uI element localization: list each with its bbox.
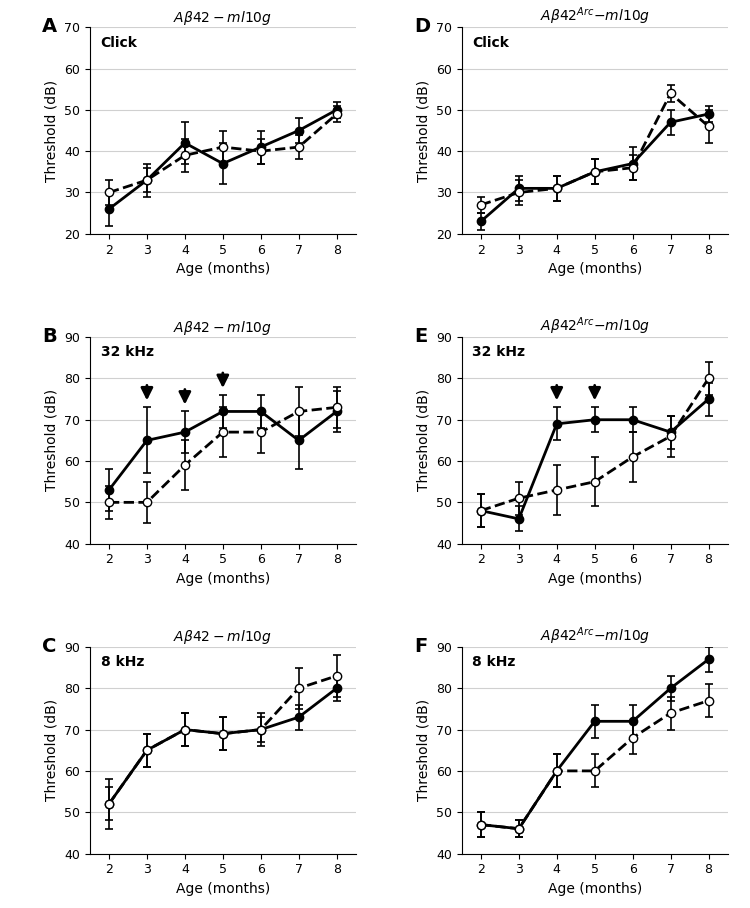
- Text: A: A: [42, 17, 57, 36]
- X-axis label: Age (months): Age (months): [548, 882, 642, 896]
- Text: 8 kHz: 8 kHz: [472, 656, 516, 669]
- Title: $\it{A\beta42}$$^{\it{Arc}}$$\it{-ml10g}$: $\it{A\beta42}$$^{\it{Arc}}$$\it{-ml10g}…: [539, 5, 650, 27]
- Text: Click: Click: [472, 35, 509, 50]
- X-axis label: Age (months): Age (months): [176, 262, 270, 276]
- Text: E: E: [414, 327, 428, 346]
- Text: 8 kHz: 8 kHz: [100, 656, 144, 669]
- X-axis label: Age (months): Age (months): [548, 572, 642, 586]
- Y-axis label: Threshold (dB): Threshold (dB): [45, 390, 58, 491]
- Y-axis label: Threshold (dB): Threshold (dB): [416, 80, 430, 182]
- Title: $\it{A\beta42}$$^{\it{Arc}}$$\it{-ml10g}$: $\it{A\beta42}$$^{\it{Arc}}$$\it{-ml10g}…: [539, 315, 650, 337]
- Title: $\it{A\beta42-ml10g}$: $\it{A\beta42-ml10g}$: [173, 628, 272, 646]
- Y-axis label: Threshold (dB): Threshold (dB): [416, 699, 430, 801]
- Text: 32 kHz: 32 kHz: [472, 345, 526, 360]
- Text: C: C: [42, 637, 56, 656]
- Text: Click: Click: [100, 35, 137, 50]
- Y-axis label: Threshold (dB): Threshold (dB): [416, 390, 430, 491]
- X-axis label: Age (months): Age (months): [176, 572, 270, 586]
- Y-axis label: Threshold (dB): Threshold (dB): [45, 80, 58, 182]
- Text: D: D: [414, 17, 430, 36]
- Y-axis label: Threshold (dB): Threshold (dB): [45, 699, 58, 801]
- Title: $\it{A\beta42-ml10g}$: $\it{A\beta42-ml10g}$: [173, 319, 272, 337]
- Text: B: B: [42, 327, 57, 346]
- X-axis label: Age (months): Age (months): [176, 882, 270, 896]
- X-axis label: Age (months): Age (months): [548, 262, 642, 276]
- Text: 32 kHz: 32 kHz: [100, 345, 154, 360]
- Title: $\it{A\beta42}$$^{\it{Arc}}$$\it{-ml10g}$: $\it{A\beta42}$$^{\it{Arc}}$$\it{-ml10g}…: [539, 626, 650, 646]
- Title: $\it{A\beta42-ml10g}$: $\it{A\beta42-ml10g}$: [173, 9, 272, 26]
- Text: F: F: [414, 637, 428, 656]
